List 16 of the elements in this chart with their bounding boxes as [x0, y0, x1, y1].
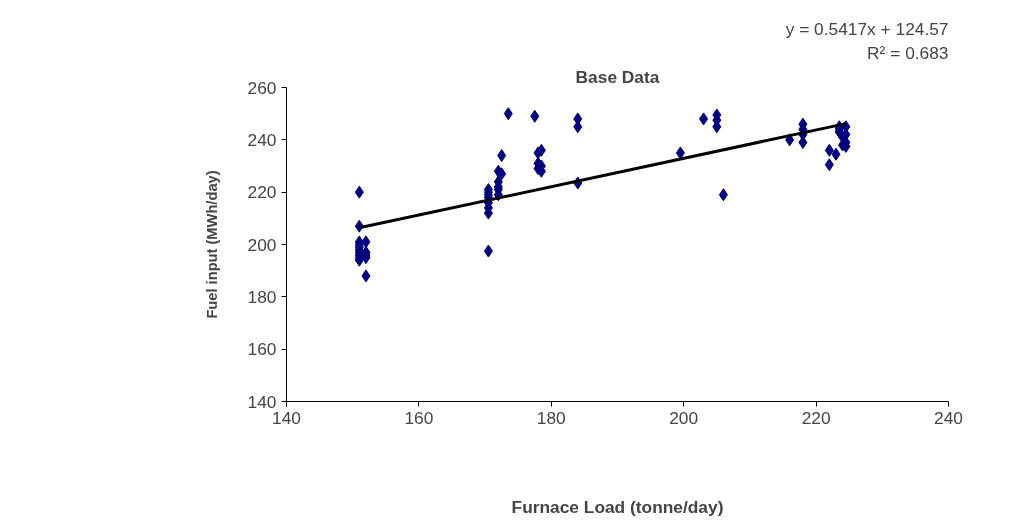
y-tick-label: 260: [247, 77, 277, 98]
y-tick-label: 240: [247, 129, 277, 150]
y-axis-title: Fuel input (MWh/day): [203, 170, 220, 319]
y-tick-label: 220: [247, 182, 277, 203]
y-tick-label: 200: [247, 234, 277, 255]
y-tick-label: 160: [247, 339, 277, 360]
x-tick-label: 240: [934, 407, 963, 428]
chart-title: Base Data: [575, 66, 660, 87]
x-tick-label: 180: [536, 407, 566, 428]
x-tick-label: 200: [669, 407, 699, 428]
y-tick-label: 180: [247, 286, 277, 307]
text: R² = 0.683: [867, 42, 949, 63]
x-tick-label: 160: [404, 407, 434, 428]
x-tick-label: 220: [801, 407, 831, 428]
text: y = 0.5417x + 124.57: [785, 18, 949, 39]
x-axis-title: Furnace Load (tonne/day): [511, 496, 724, 517]
